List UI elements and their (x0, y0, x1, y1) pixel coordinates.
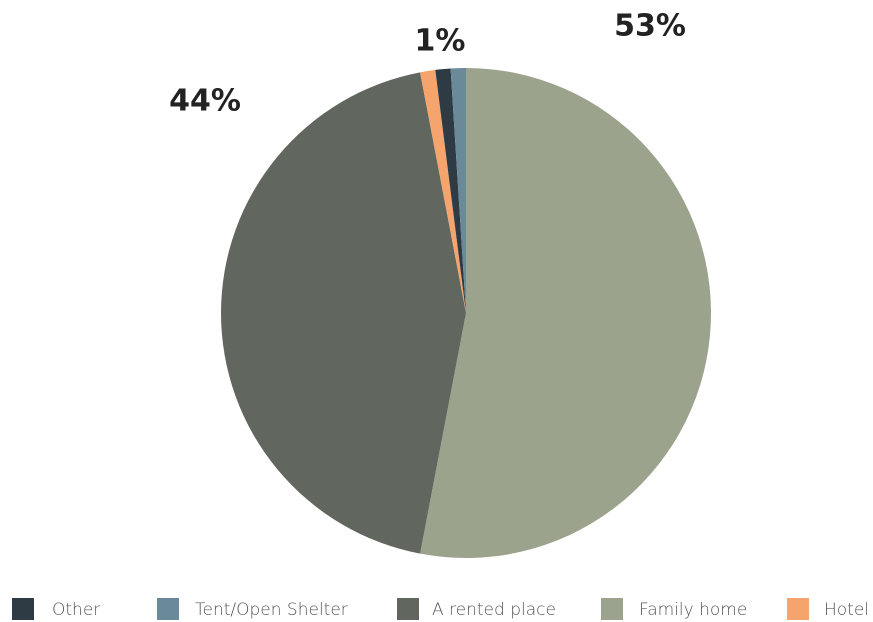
value-label: 44% (169, 84, 241, 119)
pie-slice (420, 68, 711, 558)
legend-swatch (601, 598, 623, 620)
legend-label: A rented place (432, 600, 556, 620)
legend-label: Tent/Open Shelter (195, 600, 348, 620)
legend-label: Other (52, 600, 100, 620)
legend-swatch (157, 598, 179, 620)
legend-swatch (397, 598, 419, 620)
value-label: 53% (614, 9, 686, 44)
value-label: 1% (415, 24, 466, 59)
legend-label: Family home (639, 600, 747, 620)
pie-slice (450, 68, 466, 313)
pie-slice (220, 72, 466, 554)
pie-slice (435, 68, 466, 313)
legend-label: Hotel (824, 600, 869, 620)
legend-swatch (787, 598, 809, 620)
pie-slice (420, 69, 466, 313)
legend-swatch (12, 598, 34, 620)
